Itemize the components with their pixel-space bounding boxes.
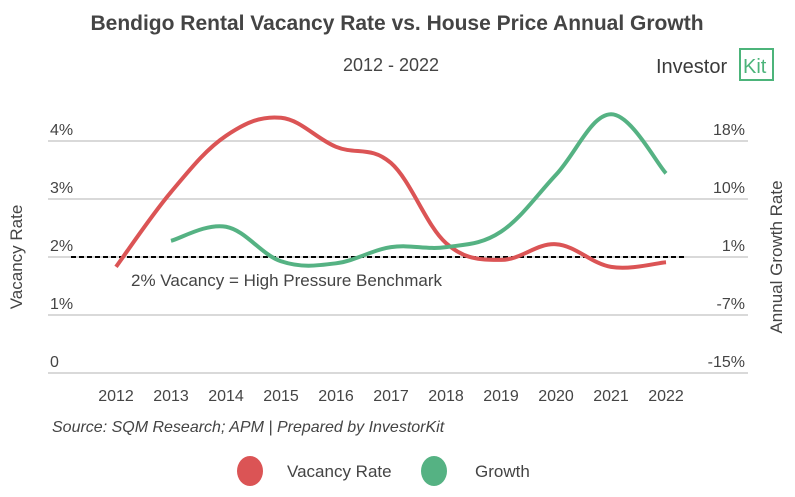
x-tick-label: 2019 xyxy=(483,388,519,405)
series-line-vacancy-rate xyxy=(114,115,667,270)
legend: Vacancy Rate Growth xyxy=(237,456,530,486)
legend-marker-vacancy-rate xyxy=(237,456,263,486)
right-tick-label: 1% xyxy=(722,238,745,255)
series-line-growth xyxy=(170,112,668,268)
left-axis-label: Vacancy Rate xyxy=(7,205,26,310)
left-tick-label: 4% xyxy=(50,122,73,139)
x-tick-label: 2012 xyxy=(98,388,134,405)
chart-subtitle: 2012 - 2022 xyxy=(343,55,439,75)
x-tick-label: 2017 xyxy=(373,388,409,405)
brand-logo-boxed-text: Kit xyxy=(743,56,767,78)
right-tick-label: -15% xyxy=(708,354,745,371)
x-tick-label: 2015 xyxy=(263,388,299,405)
x-axis-ticks: 2012 2013 2014 2015 2016 2017 2018 2019 2020 2021… xyxy=(98,388,684,405)
x-tick-label: 2016 xyxy=(318,388,354,405)
brand-logo-text: Investor xyxy=(656,56,727,78)
legend-marker-growth xyxy=(421,456,447,486)
left-tick-label: 1% xyxy=(50,296,73,313)
benchmark-label: 2% Vacancy = High Pressure Benchmark xyxy=(131,271,443,290)
left-tick-label: 0 xyxy=(50,354,59,371)
brand-logo: Investor Kit xyxy=(656,48,774,81)
right-tick-label: 18% xyxy=(713,122,745,139)
left-axis-ticks: 4% 3% 2% 1% 0 xyxy=(50,122,73,371)
right-axis-label: Annual Growth Rate xyxy=(767,180,786,333)
legend-label-growth: Growth xyxy=(475,462,530,481)
x-tick-label: 2020 xyxy=(538,388,574,405)
x-tick-label: 2021 xyxy=(593,388,629,405)
right-axis-ticks: 18% 10% 1% -7% -15% xyxy=(708,122,745,371)
chart-title: Bendigo Rental Vacancy Rate vs. House Pr… xyxy=(90,12,703,35)
left-tick-label: 3% xyxy=(50,180,73,197)
x-tick-label: 2022 xyxy=(648,388,684,405)
x-tick-label: 2013 xyxy=(153,388,189,405)
left-tick-label: 2% xyxy=(50,238,73,255)
brand-logo-box xyxy=(739,48,774,81)
x-tick-label: 2018 xyxy=(428,388,464,405)
right-tick-label: 10% xyxy=(713,180,745,197)
right-tick-label: -7% xyxy=(717,296,745,313)
series-lines xyxy=(114,112,668,270)
source-note: Source: SQM Research; APM | Prepared by … xyxy=(52,419,445,436)
x-tick-label: 2014 xyxy=(208,388,244,405)
legend-label-vacancy-rate: Vacancy Rate xyxy=(287,462,392,481)
